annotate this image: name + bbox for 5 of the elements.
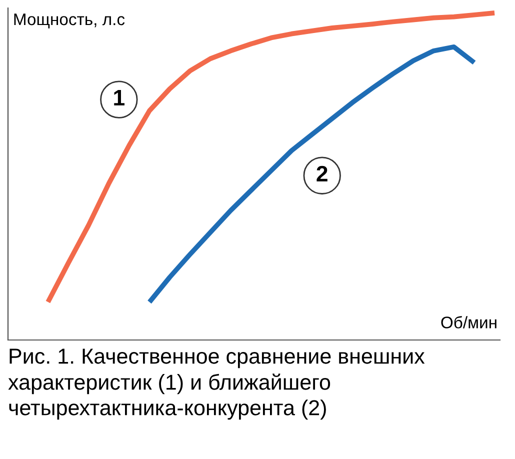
x-axis-title: Об/мин	[441, 316, 496, 328]
series-label: 2	[316, 166, 328, 182]
series-label: 1	[114, 90, 124, 106]
text: Рис. 1. Качественное сравнение внешних характеристик (1) и ближайшего четырехтактника-конкурента (2)	[8, 348, 425, 420]
y-axis-title: Мощность, л.с	[14, 14, 125, 28]
